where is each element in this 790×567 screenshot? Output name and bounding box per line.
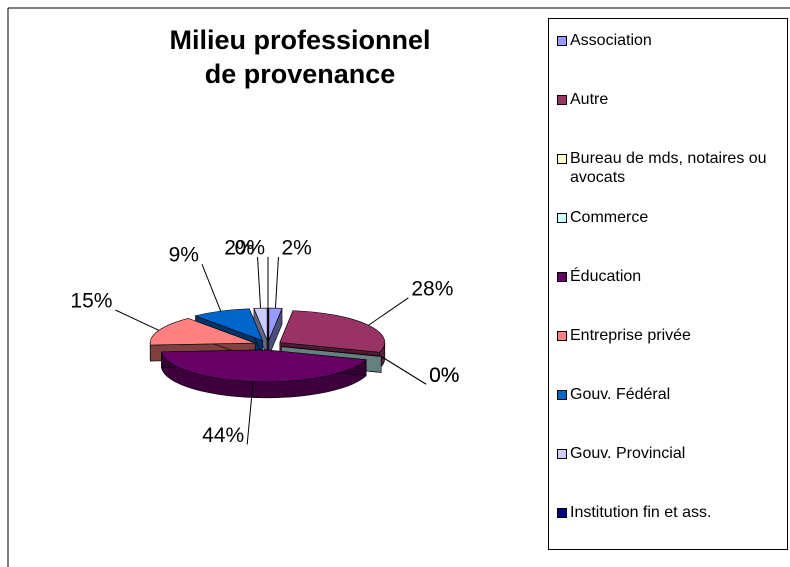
legend-swatch xyxy=(557,272,567,282)
legend-label: Éducation xyxy=(570,268,642,285)
legend-swatch xyxy=(557,449,567,459)
legend-swatch xyxy=(557,213,567,223)
data-label: 0% xyxy=(235,236,265,259)
slice-top xyxy=(279,310,386,353)
legend-label: Institution fin et ass. xyxy=(570,504,712,521)
legend-item: Entreprise privée xyxy=(557,326,783,385)
data-label: 2% xyxy=(281,237,311,260)
leader-line xyxy=(380,355,427,385)
legend-label: Association xyxy=(570,32,652,49)
legend-label: Gouv. Fédéral xyxy=(570,386,671,403)
leader-line xyxy=(201,263,222,312)
slice-top xyxy=(194,308,263,342)
legend-swatch xyxy=(557,36,567,46)
legend-item: Association xyxy=(557,31,783,90)
legend-item: Gouv. Fédéral xyxy=(557,385,783,444)
data-label: 28% xyxy=(411,277,453,300)
leader-line xyxy=(274,257,279,309)
legend-item: Commerce xyxy=(557,208,783,267)
data-label: 9% xyxy=(169,244,199,267)
legend-swatch xyxy=(557,154,567,164)
legend-item: Institution fin et ass. xyxy=(557,503,783,562)
legend-label: Entreprise privée xyxy=(570,327,691,344)
slice-top xyxy=(161,349,367,383)
legend-swatch xyxy=(557,508,567,518)
legend-item: Gouv. Provincial xyxy=(557,444,783,503)
slice-top xyxy=(253,307,268,341)
leader-line xyxy=(368,297,409,326)
data-label: 15% xyxy=(70,290,112,313)
legend-label: Bureau de mds, notaires ou avocats xyxy=(570,150,767,186)
legend-label: Commerce xyxy=(570,209,649,226)
data-label: 0% xyxy=(429,364,459,387)
legend-item: Bureau de mds, notaires ou avocats xyxy=(557,149,783,208)
legend-label: Gouv. Provincial xyxy=(570,445,686,462)
leader-line xyxy=(246,381,254,445)
legend: Association Autre Bureau de mds, notaires … xyxy=(548,18,788,550)
leader-line xyxy=(115,309,159,331)
legend-swatch xyxy=(557,95,567,105)
data-label: 2% xyxy=(224,237,254,260)
chart-title: Milieu professionnel xyxy=(169,25,430,55)
slice-top xyxy=(268,307,283,341)
legend-item: Éducation xyxy=(557,267,783,326)
legend-item: Autre xyxy=(557,90,783,149)
chart-title: de provenance xyxy=(205,59,396,89)
leader-line xyxy=(257,257,262,309)
data-label: 0% xyxy=(429,364,459,387)
legend-swatch xyxy=(557,390,567,400)
data-label: 44% xyxy=(202,424,244,447)
legend-label: Autre xyxy=(570,91,609,108)
legend-swatch xyxy=(557,331,567,341)
slice-top xyxy=(149,318,256,346)
